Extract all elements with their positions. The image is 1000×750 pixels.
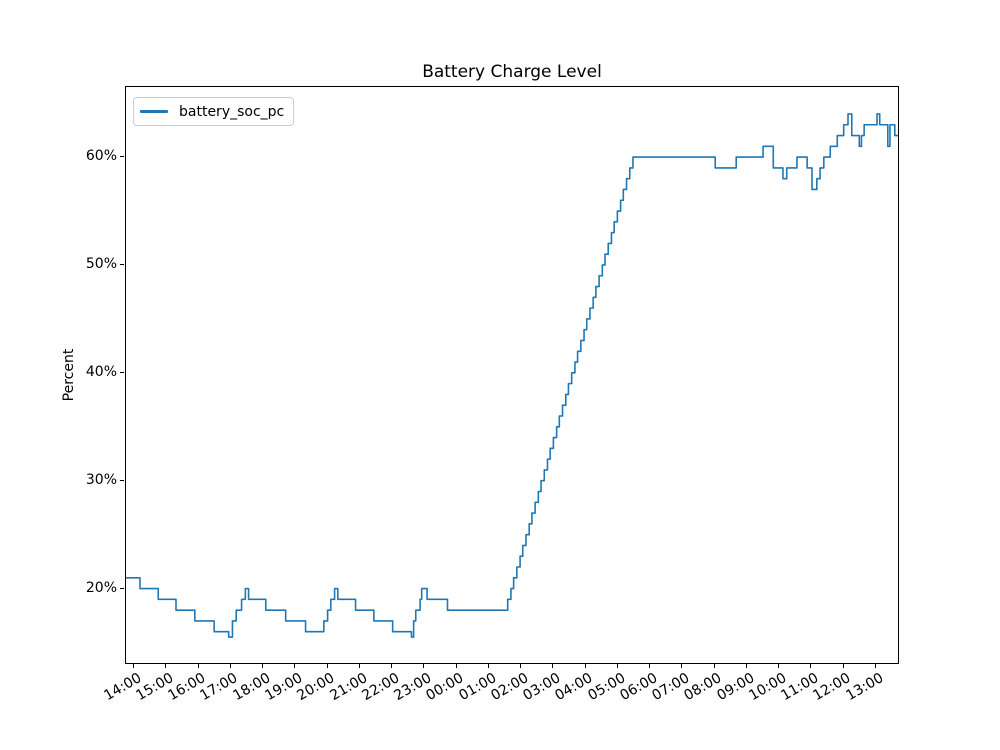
y-tick-mark	[120, 156, 124, 158]
x-tick-mark	[423, 664, 425, 668]
x-tick-mark	[262, 664, 264, 668]
y-tick-mark	[120, 371, 124, 373]
x-tick-mark	[358, 664, 360, 668]
y-tick-mark	[120, 587, 124, 589]
y-tick-label: 40%	[85, 363, 117, 380]
x-tick-mark	[520, 664, 522, 668]
x-tick-mark	[616, 664, 618, 668]
x-tick-mark	[165, 664, 167, 668]
x-tick-mark	[455, 664, 457, 668]
y-tick-mark	[120, 263, 124, 265]
legend-line-icon	[140, 110, 168, 113]
x-tick-mark	[294, 664, 296, 668]
y-tick-label: 20%	[85, 579, 117, 596]
x-tick-mark	[584, 664, 586, 668]
x-tick-mark	[649, 664, 651, 668]
plot-area: battery_soc_pc	[125, 86, 899, 664]
x-tick-mark	[229, 664, 231, 668]
y-tick-label: 60%	[85, 148, 117, 165]
x-tick-mark	[133, 664, 135, 668]
x-tick-mark	[745, 664, 747, 668]
x-tick-mark	[487, 664, 489, 668]
x-tick-mark	[810, 664, 812, 668]
y-tick-label: 50%	[85, 255, 117, 272]
x-tick-mark	[326, 664, 328, 668]
x-tick-mark	[197, 664, 199, 668]
y-tick-label: 30%	[85, 471, 117, 488]
x-tick-mark	[681, 664, 683, 668]
x-tick-mark	[874, 664, 876, 668]
x-tick-mark	[713, 664, 715, 668]
x-tick-label: 13:00	[843, 670, 886, 705]
x-tick-mark	[842, 664, 844, 668]
x-tick-mark	[778, 664, 780, 668]
x-tick-mark	[391, 664, 393, 668]
legend-label: battery_soc_pc	[179, 103, 285, 120]
battery-soc-line-series	[126, 113, 898, 638]
x-tick-mark	[552, 664, 554, 668]
series-path	[126, 113, 898, 638]
y-tick-mark	[120, 479, 124, 481]
chart-title: Battery Charge Level	[422, 62, 602, 82]
legend: battery_soc_pc	[133, 97, 295, 126]
